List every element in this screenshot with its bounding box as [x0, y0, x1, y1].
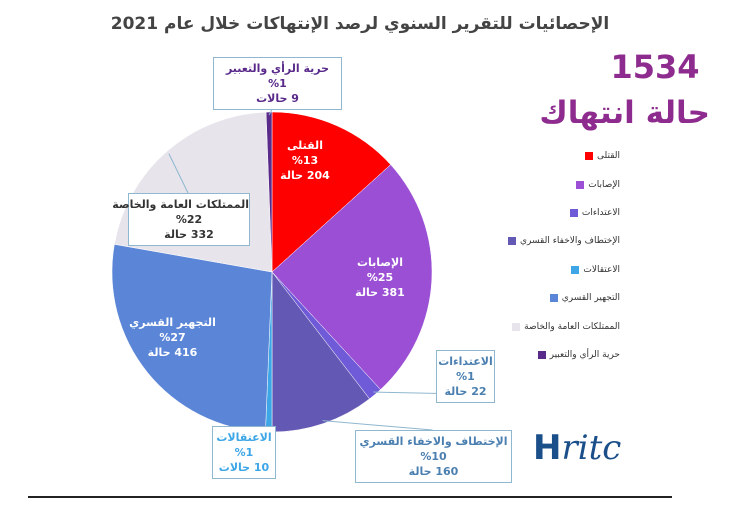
data-label-count: 22 حالة: [444, 385, 487, 398]
data-label: الإصابات %25 381 حالة: [345, 255, 415, 300]
data-label-count: 10 حالات: [218, 461, 270, 474]
pie-slice: [271, 111, 392, 273]
data-label-count: 332 حالة: [164, 228, 214, 241]
total-label: حالة انتهاك: [539, 95, 710, 131]
data-label-count: 160 حالة: [408, 465, 459, 478]
legend-item: حرية الرأي والتعبير: [480, 341, 620, 369]
legend-label: القتلى: [597, 151, 620, 162]
data-label-percent: %1: [456, 370, 475, 383]
pie-slice: [271, 164, 433, 390]
data-label-name: الإصابات: [356, 256, 404, 269]
legend-label: الإصابات: [588, 179, 620, 190]
data-label-name: القتلى: [287, 139, 323, 152]
data-label-name: الاعتقالات: [216, 431, 272, 444]
data-label-name: التجهير القسري: [129, 316, 216, 329]
data-label-count: 204 حالة: [280, 169, 330, 182]
legend-item: الإصابات: [480, 170, 620, 198]
data-label-percent: %22: [175, 213, 203, 226]
legend-label: حرية الرأي والتعبير: [549, 349, 620, 360]
legend-swatch: [512, 322, 521, 331]
leader-line: [168, 153, 189, 194]
legend-swatch: [571, 265, 580, 274]
data-label-name: الاعتداءات: [438, 355, 493, 368]
legend-item: الممتلكات العامة والخاصة: [480, 312, 620, 340]
data-label-count: 9 حالات: [256, 92, 299, 105]
legend-swatch: [549, 294, 558, 303]
legend-item: الإختطاف والاخفاء القسري: [480, 227, 620, 255]
legend-item: التجهير القسري: [480, 284, 620, 312]
total-count: 1534: [610, 48, 700, 86]
data-label: الاعتداءات %1 22 حالة: [436, 350, 495, 403]
legend-swatch: [585, 152, 593, 161]
legend-swatch: [576, 180, 585, 189]
data-label-name: الإختطاف والاخفاء القسري: [359, 435, 508, 448]
data-label-name: الممتلكات العامة والخاصة: [112, 198, 249, 211]
data-label-percent: %1: [268, 77, 287, 90]
hritc-logo: Hritc: [533, 428, 622, 468]
legend-item: الاعتقالات: [480, 256, 620, 284]
data-label-percent: %1: [234, 446, 254, 459]
data-label: الاعتقالات %1 10 حالات: [212, 426, 276, 479]
pie-slice: [265, 111, 273, 273]
legend-item: القتلى: [480, 142, 620, 170]
chart-title: الإحصائيات للتقرير السنوي لرصد الإنتهاكا…: [110, 14, 610, 34]
data-label-percent: %10: [420, 450, 447, 463]
divider: [28, 496, 672, 498]
legend-label: الإختطاف والاخفاء القسري: [520, 236, 620, 247]
data-label-count: 381 حالة: [355, 286, 405, 299]
data-label: التجهير القسري %27 416 حالة: [125, 315, 220, 360]
legend-swatch: [508, 237, 516, 246]
legend-item: الاعتداءات: [480, 199, 620, 227]
legend: القتلى الإصابات الاعتداءات الإختطاف والاخفا…: [480, 142, 620, 369]
leader-line: [322, 420, 433, 431]
data-label: الإختطاف والاخفاء القسري %10 160 حالة: [355, 430, 512, 483]
data-label-name: حرية الرأي والتعبير: [225, 62, 330, 75]
legend-label: الاعتداءات: [581, 207, 620, 218]
data-label-percent: %25: [366, 271, 394, 284]
legend-swatch: [569, 208, 578, 217]
data-label-count: 416 حالة: [147, 346, 198, 359]
data-label: حرية الرأي والتعبير %1 9 حالات: [213, 57, 342, 110]
data-label-percent: %27: [159, 331, 186, 344]
data-label: القتلى %13 204 حالة: [272, 138, 338, 183]
legend-swatch: [537, 350, 546, 359]
legend-label: الاعتقالات: [583, 264, 620, 275]
data-label-percent: %13: [291, 154, 319, 167]
data-label: الممتلكات العامة والخاصة %22 332 حالة: [112, 193, 250, 246]
legend-label: التجهير القسري: [561, 293, 620, 304]
legend-label: الممتلكات العامة والخاصة: [524, 321, 620, 332]
